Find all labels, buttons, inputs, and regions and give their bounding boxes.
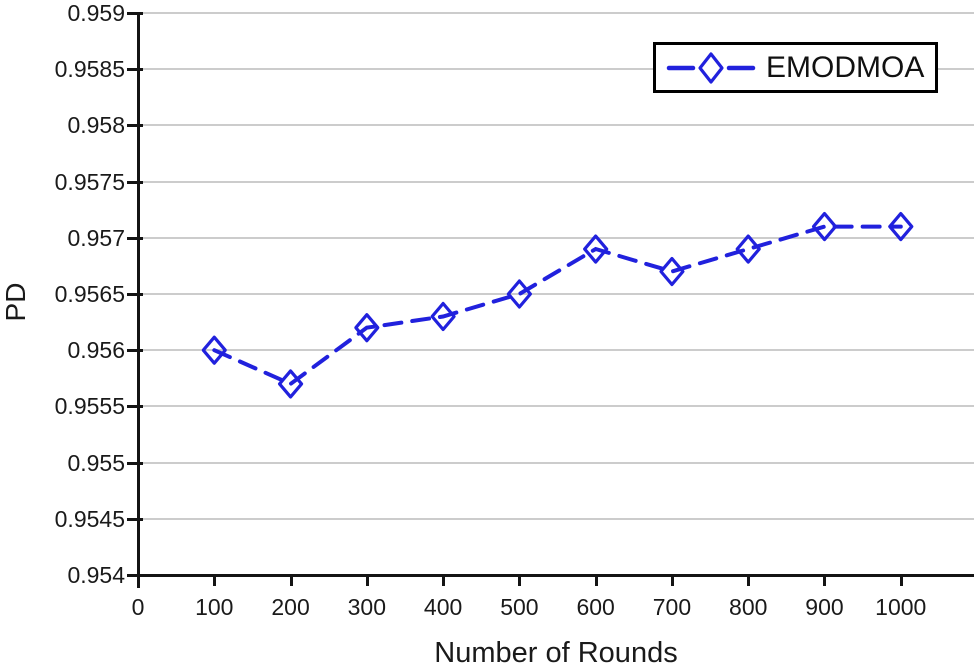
y-tick-label: 0.9575 [54, 168, 125, 195]
x-tick-mark [289, 575, 293, 586]
x-tick-mark [518, 575, 522, 586]
x-tick-label: 600 [576, 594, 615, 620]
x-tick-label: 0 [131, 594, 145, 620]
x-tick-mark [137, 575, 140, 586]
gridline [140, 180, 974, 183]
x-tick-mark [899, 575, 903, 586]
y-tick-label: 0.9565 [54, 281, 125, 307]
data-point-marker [201, 335, 227, 365]
data-point-marker [659, 256, 685, 287]
gridline [140, 124, 974, 127]
x-tick-mark [365, 575, 369, 586]
gridline [140, 12, 974, 14]
data-point-marker [506, 279, 532, 309]
gridline [140, 405, 974, 408]
x-tick-label: 500 [500, 594, 539, 620]
legend: EMODMOA [653, 42, 938, 93]
x-tick-label: 200 [271, 594, 310, 620]
y-tick-label: 0.959 [67, 0, 125, 26]
data-point-marker [277, 369, 304, 399]
y-tick-mark [127, 236, 143, 240]
x-tick-mark [747, 575, 751, 586]
y-tick-mark [127, 12, 143, 15]
x-tick-label: 900 [805, 594, 844, 620]
y-tick-label: 0.958 [67, 112, 125, 139]
x-tick-label: 700 [652, 594, 692, 620]
data-series [201, 211, 914, 399]
data-point-marker [811, 211, 838, 242]
data-point-marker [583, 234, 609, 264]
x-tick-mark [670, 575, 674, 586]
y-tick-label: 0.9555 [54, 393, 125, 420]
gridline [140, 68, 974, 71]
y-tick-label: 0.9545 [54, 505, 125, 532]
data-point-marker [430, 301, 456, 332]
y-tick-mark [127, 461, 143, 465]
x-tick-label: 800 [729, 594, 768, 620]
x-tick-label: 1000 [875, 594, 927, 620]
y-tick-label: 0.956 [67, 337, 125, 364]
gridline [140, 461, 974, 464]
data-point-marker [888, 211, 914, 242]
legend-marker-icon [666, 51, 756, 84]
y-tick-mark [127, 180, 143, 184]
x-tick-label: 100 [195, 594, 234, 620]
legend-label: EMODMOA [766, 50, 925, 84]
legend-diamond-icon [698, 51, 724, 84]
y-tick-label: 0.957 [67, 224, 125, 251]
y-tick-mark [127, 405, 143, 409]
y-tick-mark [127, 574, 143, 577]
x-tick-label: 300 [347, 594, 387, 620]
y-tick-mark [127, 349, 143, 353]
y-tick-mark [127, 68, 143, 72]
x-tick-label: 400 [423, 594, 463, 620]
gridline [140, 236, 974, 239]
gridline [140, 517, 974, 520]
y-axis-line [137, 12, 140, 588]
y-tick-mark [127, 517, 143, 521]
y-tick-label: 0.9585 [54, 56, 125, 83]
gridline [140, 349, 974, 352]
x-tick-mark [213, 575, 217, 586]
y-tick-label: 0.954 [67, 562, 125, 588]
x-tick-mark [823, 575, 827, 586]
gridline [140, 293, 974, 295]
data-point-marker [735, 234, 761, 264]
series-line [212, 224, 903, 387]
data-point-marker [354, 313, 380, 343]
x-tick-mark [594, 575, 598, 586]
x-tick-mark [442, 575, 446, 586]
x-axis-line [137, 574, 974, 577]
y-tick-mark [127, 293, 143, 296]
y-tick-mark [127, 124, 143, 128]
x-axis-title: Number of Rounds [434, 637, 678, 669]
y-tick-label: 0.955 [67, 449, 125, 476]
